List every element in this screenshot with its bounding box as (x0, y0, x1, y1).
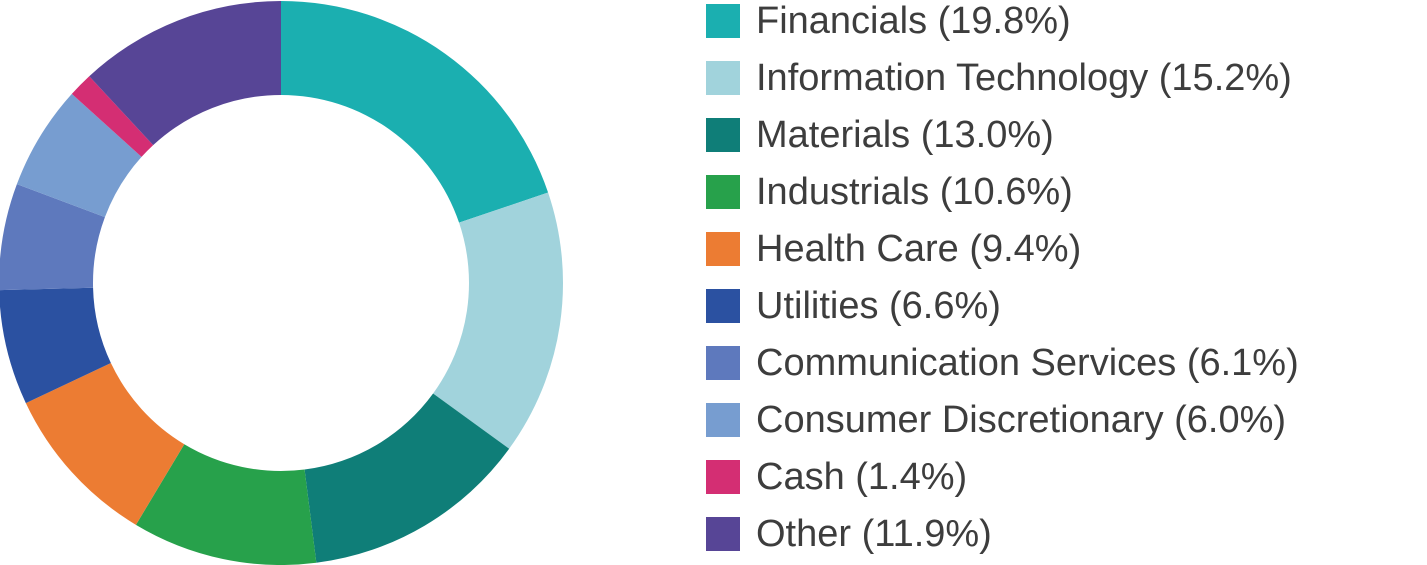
legend-label: Consumer Discretionary (6.0%) (756, 399, 1287, 441)
pie-slice (135, 444, 317, 565)
legend-label: Utilities (6.6%) (756, 285, 1001, 327)
legend-item: Financials (19.8%) (706, 0, 1406, 42)
legend-label: Communication Services (6.1%) (756, 342, 1299, 384)
legend-swatch (706, 403, 740, 437)
pie-slice (0, 184, 105, 291)
legend-item: Information Technology (15.2%) (706, 57, 1406, 99)
legend-item: Communication Services (6.1%) (706, 342, 1406, 384)
legend-swatch (706, 517, 740, 551)
legend-item: Materials (13.0%) (706, 114, 1406, 156)
legend-swatch (706, 61, 740, 95)
legend-item: Other (11.9%) (706, 513, 1406, 555)
legend-swatch (706, 346, 740, 380)
pie-slice (0, 287, 111, 404)
legend-label: Materials (13.0%) (756, 114, 1054, 156)
pie-slice (16, 93, 142, 218)
legend-swatch (706, 289, 740, 323)
legend-label: Information Technology (15.2%) (756, 57, 1292, 99)
legend-swatch (706, 232, 740, 266)
pie-slice (71, 76, 154, 157)
legend-item: Cash (1.4%) (706, 456, 1406, 498)
legend-label: Health Care (9.4%) (756, 228, 1082, 270)
pie-slice (281, 1, 549, 223)
legend-label: Other (11.9%) (756, 513, 992, 555)
legend-item: Health Care (9.4%) (706, 228, 1406, 270)
legend-item: Industrials (10.6%) (706, 171, 1406, 213)
pie-slice (89, 1, 282, 146)
legend-label: Industrials (10.6%) (756, 171, 1073, 213)
legend-swatch (706, 175, 740, 209)
legend-swatch (706, 4, 740, 38)
legend-item: Consumer Discretionary (6.0%) (706, 399, 1406, 441)
legend-swatch (706, 460, 740, 494)
pie-slice (25, 363, 185, 525)
legend-swatch (706, 118, 740, 152)
pie-slice (304, 393, 510, 563)
legend-item: Utilities (6.6%) (706, 285, 1406, 327)
legend-label: Cash (1.4%) (756, 456, 968, 498)
donut-chart (0, 1, 563, 565)
pie-slice (433, 192, 563, 449)
legend-label: Financials (19.8%) (756, 0, 1071, 42)
